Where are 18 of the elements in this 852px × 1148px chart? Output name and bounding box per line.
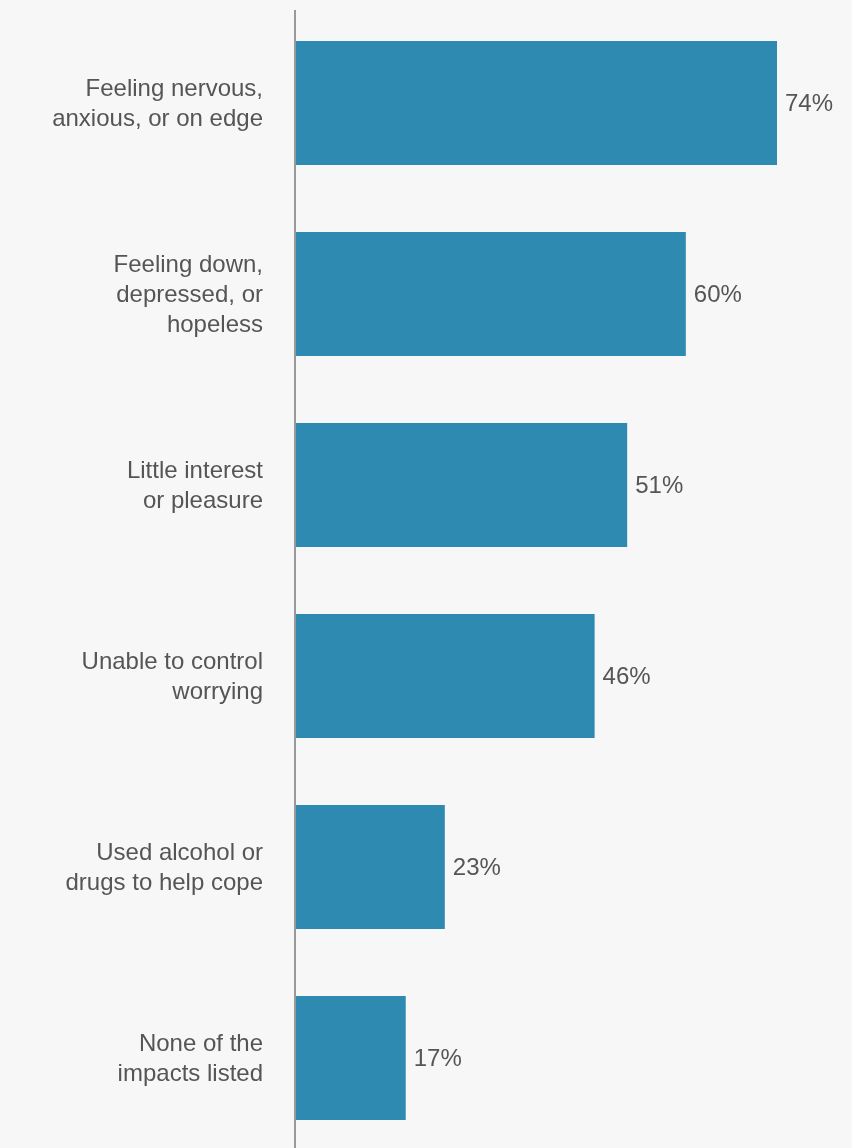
y-tick-label: Feeling down, depressed, or hopeless bbox=[113, 250, 263, 338]
data-label: 23% bbox=[452, 853, 501, 881]
bar bbox=[295, 996, 406, 1120]
y-tick-label: Used alcohol or drugs to help cope bbox=[65, 838, 263, 896]
bar bbox=[295, 805, 445, 929]
y-tick-label: Unable to control worrying bbox=[81, 647, 263, 705]
bar bbox=[295, 41, 777, 165]
data-label: 17% bbox=[413, 1044, 462, 1072]
bar bbox=[295, 232, 686, 356]
data-label: 46% bbox=[602, 662, 651, 690]
y-tick-label: Little interest or pleasure bbox=[126, 456, 264, 514]
y-tick-label: None of the impacts listed bbox=[117, 1029, 263, 1087]
data-label: 51% bbox=[635, 471, 684, 499]
bar bbox=[295, 423, 628, 547]
y-tick-label: Feeling nervous, anxious, or on edge bbox=[52, 74, 263, 132]
data-label: 60% bbox=[693, 280, 742, 308]
bar bbox=[295, 614, 595, 738]
data-label: 74% bbox=[785, 89, 834, 117]
